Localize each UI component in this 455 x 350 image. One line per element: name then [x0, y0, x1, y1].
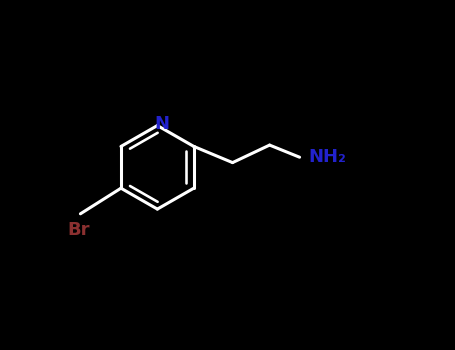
Text: Br: Br: [67, 220, 90, 239]
Text: NH₂: NH₂: [308, 148, 346, 166]
Text: N: N: [154, 115, 169, 133]
